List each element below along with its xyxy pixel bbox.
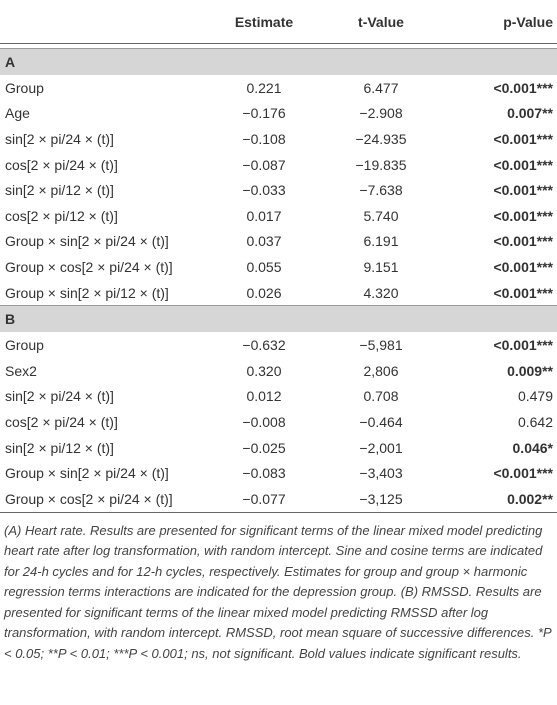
- term-cell: Sex2: [5, 362, 37, 379]
- p-value-cell: <0.001***: [493, 79, 553, 96]
- estimate-cell: −0.632: [242, 337, 286, 354]
- estimate-cell: −0.083: [242, 465, 286, 482]
- p-value-cell: <0.001***: [493, 465, 553, 482]
- p-value-cell: <0.001***: [493, 337, 553, 354]
- data-row: cos[2 × pi/12 × (t)] 0.017 5.740 <0.001***: [0, 203, 557, 229]
- data-row: Group −0.632 −5,981 <0.001***: [0, 332, 557, 358]
- column-header: Estimate: [208, 0, 320, 44]
- footnote: (A) Heart rate. Results are presented fo…: [4, 522, 552, 661]
- estimate-cell: 0.320: [246, 362, 282, 379]
- t-value-cell: 2,806: [363, 362, 399, 379]
- p-value-cell: 0.002**: [442, 485, 557, 513]
- t-value-cell: −3,403: [359, 465, 403, 482]
- data-row: Group × cos[2 × pi/24 × (t)] −0.077 −3,125…: [0, 485, 557, 513]
- p-value-cell: 0.479: [517, 388, 553, 405]
- term-cell: cos[2 × pi/12 × (t)]: [5, 207, 118, 224]
- corner: [0, 0, 208, 44]
- term-cell: sin[2 × pi/24 × (t)]: [5, 388, 114, 405]
- p-value-cell: 0.642: [517, 413, 553, 430]
- t-value-cell: −24.935: [355, 130, 407, 147]
- data-row: cos[2 × pi/24 × (t)] −0.008 −0.464 0.642: [0, 409, 557, 435]
- t-value-cell: −19.835: [355, 156, 407, 173]
- estimate-cell: 0.017: [246, 207, 282, 224]
- term-cell: sin[2 × pi/12 × (t)]: [5, 439, 114, 456]
- data-row: sin[2 × pi/12 × (t)] −0.033 −7.638 <0.001**…: [0, 177, 557, 203]
- data-row: sin[2 × pi/12 × (t)] −0.025 −2,001 0.046*: [0, 435, 557, 461]
- data-row: sin[2 × pi/24 × (t)] −0.108 −24.935 <0.001*…: [0, 126, 557, 152]
- estimate-cell: −0.008: [242, 413, 286, 430]
- term-cell: sin[2 × pi/12 × (t)]: [5, 182, 114, 199]
- estimate-cell: −0.033: [242, 182, 286, 199]
- data-row: Sex2 0.320 2,806 0.009**: [0, 358, 557, 384]
- table-body: A Group 0.221 6.477 <0.001*** Age −0.176 −2.908…: [0, 44, 557, 513]
- data-row: Group × sin[2 × pi/24 × (t)] −0.083 −3,403…: [0, 460, 557, 486]
- data-row: cos[2 × pi/24 × (t)] −0.087 −19.835 <0.001*…: [0, 152, 557, 178]
- estimate-cell: 0.037: [246, 233, 282, 250]
- t-value-cell: −5,981: [359, 337, 403, 354]
- t-value-cell: −2,001: [359, 439, 403, 456]
- term-cell: Group × sin[2 × pi/24 × (t)]: [5, 465, 169, 482]
- data-row: Group 0.221 6.477 <0.001***: [0, 75, 557, 101]
- term-cell: sin[2 × pi/24 × (t)]: [5, 130, 114, 147]
- p-value-cell: <0.001***: [493, 156, 553, 173]
- estimate-cell: 0.221: [246, 79, 282, 96]
- section-row: B: [0, 305, 557, 333]
- p-value-cell: <0.001***: [493, 130, 553, 147]
- estimate-cell: −0.077: [208, 485, 320, 513]
- section-row: A: [0, 48, 557, 75]
- section-label: A: [0, 48, 557, 75]
- results-table: Estimate t-Value p-Value A Group 0.221 6.477 <…: [0, 0, 557, 513]
- term-cell: Age: [5, 105, 30, 122]
- term-cell: Group: [5, 79, 44, 96]
- t-value-cell: −3,125: [320, 485, 442, 513]
- term-cell: Group × cos[2 × pi/24 × (t)]: [0, 485, 208, 513]
- term-cell: Group × cos[2 × pi/24 × (t)]: [5, 258, 173, 275]
- estimate-cell: −0.176: [242, 105, 286, 122]
- estimate-cell: −0.087: [242, 156, 286, 173]
- data-row: sin[2 × pi/24 × (t)] 0.012 0.708 0.479: [0, 384, 557, 410]
- estimate-cell: −0.108: [242, 130, 286, 147]
- p-value-cell: <0.001***: [493, 258, 553, 275]
- term-cell: Group × sin[2 × pi/12 × (t)]: [5, 284, 169, 301]
- column-header: p-Value: [442, 0, 557, 44]
- t-value-cell: 5.740: [363, 207, 399, 224]
- p-value-cell: 0.007**: [507, 105, 553, 122]
- term-cell: cos[2 × pi/24 × (t)]: [5, 156, 118, 173]
- column-header: t-Value: [320, 0, 442, 44]
- p-value-cell: <0.001***: [493, 233, 553, 250]
- term-cell: Group × sin[2 × pi/24 × (t)]: [5, 233, 169, 250]
- p-value-cell: <0.001***: [493, 207, 553, 224]
- term-cell: cos[2 × pi/24 × (t)]: [5, 413, 118, 430]
- data-row: Age −0.176 −2.908 0.007**: [0, 101, 557, 127]
- estimate-cell: 0.055: [246, 258, 282, 275]
- t-value-cell: −2.908: [359, 105, 403, 122]
- t-value-cell: 6.477: [363, 79, 399, 96]
- t-value-cell: 6.191: [363, 233, 399, 250]
- p-value-cell: 0.046*: [512, 439, 553, 456]
- data-row: Group × sin[2 × pi/24 × (t)] 0.037 6.191 <0…: [0, 229, 557, 255]
- estimate-cell: 0.012: [246, 388, 282, 405]
- header-row: Estimate t-Value p-Value: [0, 0, 557, 44]
- t-value-cell: −7.638: [359, 182, 403, 199]
- section-label: B: [0, 305, 557, 333]
- p-value-cell: 0.009**: [507, 362, 553, 379]
- page: Estimate t-Value p-Value A Group 0.221 6.477 <…: [0, 0, 557, 661]
- estimate-cell: 0.026: [246, 284, 282, 301]
- data-row: Group × cos[2 × pi/24 × (t)] 0.055 9.151 <0…: [0, 254, 557, 280]
- t-value-cell: 4.320: [363, 284, 399, 301]
- p-value-cell: <0.001***: [493, 182, 553, 199]
- t-value-cell: 9.151: [363, 258, 399, 275]
- p-value-cell: <0.001***: [493, 284, 553, 301]
- term-cell: Group: [5, 337, 44, 354]
- t-value-cell: −0.464: [359, 413, 403, 430]
- data-row: Group × sin[2 × pi/12 × (t)] 0.026 4.320 <0…: [0, 280, 557, 306]
- estimate-cell: −0.025: [242, 439, 286, 456]
- t-value-cell: 0.708: [363, 388, 399, 405]
